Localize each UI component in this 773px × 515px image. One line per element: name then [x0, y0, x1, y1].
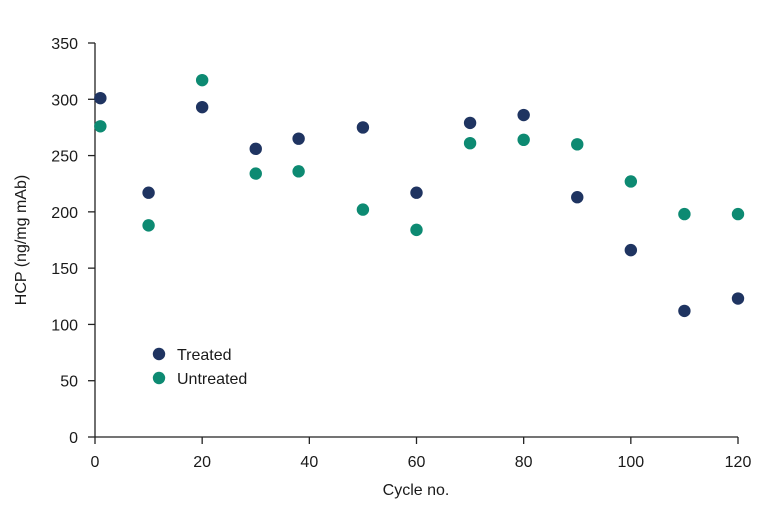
data-point-treated	[292, 132, 305, 145]
data-points	[94, 73, 745, 318]
legend-marker-treated	[152, 347, 166, 361]
data-point-untreated	[517, 133, 530, 147]
data-point-treated	[678, 304, 691, 318]
x-tick-label: 120	[725, 454, 752, 471]
x-tick-label: 0	[91, 454, 100, 471]
y-axis: 0 50 100 150 200 250 300 350	[51, 36, 96, 447]
y-tick-label: 100	[51, 317, 78, 334]
data-point-treated	[249, 142, 262, 156]
data-point-untreated	[678, 207, 691, 221]
data-point-untreated	[249, 167, 262, 180]
legend-label-treated: Treated	[177, 347, 232, 364]
data-point-untreated	[410, 223, 423, 237]
data-point-untreated	[292, 165, 305, 178]
y-tick-label: 150	[51, 261, 78, 278]
legend-marker-untreated	[152, 371, 166, 385]
y-tick-label: 350	[51, 36, 78, 53]
data-point-untreated	[571, 138, 584, 151]
data-point-untreated	[142, 219, 155, 232]
data-point-treated	[356, 121, 370, 134]
y-tick-label: 200	[51, 205, 78, 222]
y-tick-label: 50	[60, 374, 78, 391]
x-tick-label: 20	[193, 454, 211, 471]
data-point-treated	[94, 91, 107, 105]
x-axis-title: Cycle no.	[383, 482, 450, 499]
series-treated	[94, 91, 745, 318]
data-point-untreated	[624, 175, 638, 188]
data-point-treated	[410, 186, 423, 199]
y-axis-title: HCP (ng/mg mAb)	[13, 175, 30, 305]
data-point-untreated	[195, 73, 209, 87]
data-point-treated	[142, 186, 155, 199]
data-point-treated	[463, 116, 477, 130]
data-point-treated	[624, 243, 638, 257]
data-point-treated	[517, 108, 530, 122]
data-point-untreated	[463, 136, 477, 150]
data-point-untreated	[94, 120, 107, 133]
data-point-untreated	[356, 203, 370, 216]
y-tick-label: 300	[51, 92, 78, 109]
series-untreated	[94, 73, 745, 237]
data-point-untreated	[731, 207, 745, 221]
x-tick-label: 80	[515, 454, 533, 471]
data-point-treated	[195, 100, 209, 114]
legend-label-untreated: Untreated	[177, 371, 247, 388]
x-tick-label: 60	[408, 454, 426, 471]
y-tick-label: 0	[69, 430, 78, 447]
x-tick-label: 100	[617, 454, 644, 471]
x-axis: 0 20 40 60 80 100 120	[91, 436, 752, 471]
y-tick-label: 250	[51, 149, 78, 166]
x-tick-label: 40	[300, 454, 318, 471]
data-point-treated	[731, 292, 745, 305]
data-point-treated	[571, 191, 584, 204]
legend: Treated Untreated	[152, 347, 247, 388]
